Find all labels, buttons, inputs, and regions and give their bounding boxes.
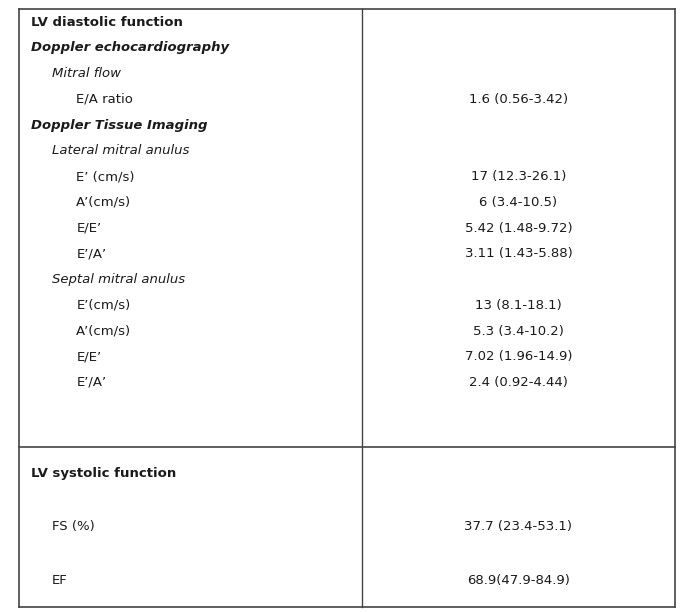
Text: Doppler echocardiography: Doppler echocardiography — [31, 41, 229, 54]
Text: 68.9(47.9-84.9): 68.9(47.9-84.9) — [467, 574, 570, 587]
Text: 1.6 (0.56-3.42): 1.6 (0.56-3.42) — [469, 93, 568, 106]
Text: E’ (cm/s): E’ (cm/s) — [76, 170, 135, 183]
Text: Mitral flow: Mitral flow — [52, 67, 121, 80]
Text: Septal mitral anulus: Septal mitral anulus — [52, 273, 185, 286]
Text: FS (%): FS (%) — [52, 520, 95, 534]
Text: 2.4 (0.92-4.44): 2.4 (0.92-4.44) — [469, 376, 568, 389]
Text: A’(cm/s): A’(cm/s) — [76, 196, 131, 209]
Text: 13 (8.1-18.1): 13 (8.1-18.1) — [475, 299, 562, 312]
Text: 37.7 (23.4-53.1): 37.7 (23.4-53.1) — [464, 520, 573, 534]
Text: 6 (3.4-10.5): 6 (3.4-10.5) — [480, 196, 557, 209]
Text: E/E’: E/E’ — [76, 222, 101, 234]
Text: 5.42 (1.48-9.72): 5.42 (1.48-9.72) — [464, 222, 573, 234]
Text: 17 (12.3-26.1): 17 (12.3-26.1) — [471, 170, 566, 183]
Text: LV systolic function: LV systolic function — [31, 467, 176, 480]
Text: 7.02 (1.96-14.9): 7.02 (1.96-14.9) — [465, 350, 572, 364]
Text: E’(cm/s): E’(cm/s) — [76, 299, 130, 312]
Text: E/A ratio: E/A ratio — [76, 93, 133, 106]
Text: 5.3 (3.4-10.2): 5.3 (3.4-10.2) — [473, 324, 564, 337]
Text: E’/A’: E’/A’ — [76, 247, 106, 260]
Text: Lateral mitral anulus: Lateral mitral anulus — [52, 144, 189, 157]
Text: LV diastolic function: LV diastolic function — [31, 15, 183, 29]
Text: E/E’: E/E’ — [76, 350, 101, 364]
Text: EF: EF — [52, 574, 68, 587]
Text: Doppler Tissue Imaging: Doppler Tissue Imaging — [31, 119, 208, 132]
Text: A’(cm/s): A’(cm/s) — [76, 324, 131, 337]
Text: E’/A’: E’/A’ — [76, 376, 106, 389]
Text: 3.11 (1.43-5.88): 3.11 (1.43-5.88) — [464, 247, 573, 260]
